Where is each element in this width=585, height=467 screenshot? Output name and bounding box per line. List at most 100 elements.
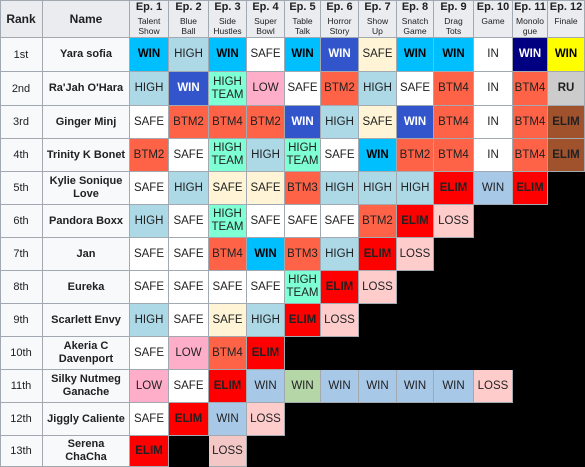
rank-cell: 8th xyxy=(0,271,43,304)
empty-result-cell xyxy=(513,205,548,238)
contestant-name: Ra'Jah O'Hara xyxy=(43,72,130,106)
episode-number: Ep. 7 xyxy=(364,1,391,13)
episode-header: Ep. 11 Monolo gue xyxy=(513,0,548,38)
result-cell: SAFE xyxy=(321,139,359,172)
result-cell: SAFE xyxy=(285,72,321,106)
result-cell: SAFE xyxy=(130,403,169,436)
empty-result-cell xyxy=(397,271,434,304)
episode-header: Ep. 7 Show Up xyxy=(359,0,397,38)
episode-title: Game xyxy=(481,16,505,26)
result-cell: LOSS xyxy=(247,403,285,436)
result-cell: SAFE xyxy=(169,304,209,337)
result-cell: WIN xyxy=(513,38,548,72)
episode-number: Ep. 6 xyxy=(326,1,353,13)
result-cell: WIN xyxy=(548,38,585,72)
result-cell: WIN xyxy=(397,38,434,72)
result-cell: WIN xyxy=(130,38,169,72)
result-cell: WIN xyxy=(359,370,397,403)
empty-result-cell xyxy=(513,271,548,304)
result-cell: BTM4 xyxy=(434,139,474,172)
result-cell: HIGH xyxy=(130,304,169,337)
empty-result-cell xyxy=(397,436,434,467)
result-cell: SAFE xyxy=(247,172,285,205)
result-cell: SAFE xyxy=(130,271,169,304)
rank-cell: 9th xyxy=(0,304,43,337)
episode-title: Side Hustles xyxy=(213,16,242,36)
result-cell: WIN xyxy=(397,106,434,139)
result-cell: ELIM xyxy=(209,370,247,403)
result-cell: BTM4 xyxy=(209,337,247,370)
result-cell: WIN xyxy=(169,72,209,106)
contestant-name: Trinity K Bonet xyxy=(43,139,130,172)
empty-result-cell xyxy=(397,304,434,337)
result-cell: ELIM xyxy=(548,139,585,172)
episode-number: Ep. 2 xyxy=(175,1,202,13)
result-cell: LOSS xyxy=(359,271,397,304)
rank-cell: 2nd xyxy=(0,72,43,106)
empty-result-cell xyxy=(434,238,474,271)
result-cell: BTM4 xyxy=(209,238,247,271)
result-cell: WIN xyxy=(285,38,321,72)
result-cell: BTM2 xyxy=(359,205,397,238)
result-cell: HIGH xyxy=(359,72,397,106)
result-cell: HIGH TEAM xyxy=(209,139,247,172)
result-cell: WIN xyxy=(247,238,285,271)
result-cell: ELIM xyxy=(359,238,397,271)
empty-result-cell xyxy=(474,304,513,337)
rank-cell: 13th xyxy=(0,436,43,467)
result-cell: WIN xyxy=(321,370,359,403)
empty-result-cell xyxy=(548,403,585,436)
result-cell: SAFE xyxy=(130,337,169,370)
result-cell: HIGH xyxy=(247,304,285,337)
empty-result-cell xyxy=(169,436,209,467)
result-cell: HIGH xyxy=(321,238,359,271)
empty-result-cell xyxy=(513,304,548,337)
result-cell: BTM2 xyxy=(397,139,434,172)
episode-title: Blue Ball xyxy=(179,16,197,36)
episode-header: Ep. 3 Side Hustles xyxy=(209,0,247,38)
episode-header: Ep. 5 Table Talk xyxy=(285,0,321,38)
result-cell: SAFE xyxy=(169,271,209,304)
result-cell: BTM4 xyxy=(209,106,247,139)
result-cell: LOSS xyxy=(209,436,247,467)
result-cell: SAFE xyxy=(130,238,169,271)
result-cell: LOSS xyxy=(474,370,513,403)
empty-result-cell xyxy=(434,337,474,370)
result-cell: ELIM xyxy=(130,436,169,467)
episode-title: Monolo gue xyxy=(516,16,544,36)
episode-number: Ep. 8 xyxy=(401,1,429,13)
result-cell: SAFE xyxy=(209,304,247,337)
result-cell: HIGH xyxy=(321,172,359,205)
empty-result-cell xyxy=(285,436,321,467)
contestant-name: Jan xyxy=(43,238,130,271)
result-cell: LOSS xyxy=(434,205,474,238)
result-cell: SAFE xyxy=(130,106,169,139)
result-cell: IN xyxy=(474,139,513,172)
empty-result-cell xyxy=(548,370,585,403)
result-cell: HIGH TEAM xyxy=(209,205,247,238)
empty-result-cell xyxy=(359,304,397,337)
empty-result-cell xyxy=(474,238,513,271)
result-cell: BTM2 xyxy=(247,106,285,139)
result-cell: SAFE xyxy=(247,38,285,72)
result-cell: WIN xyxy=(474,172,513,205)
episode-header: Ep. 12 Finale xyxy=(548,0,585,38)
name-header: Name xyxy=(43,0,130,38)
rank-cell: 5th xyxy=(0,172,43,205)
result-cell: BTM2 xyxy=(130,139,169,172)
episode-number: Ep. 11 xyxy=(514,1,546,13)
episode-number: Ep. 9 xyxy=(440,1,467,13)
episode-title: Drag Tots xyxy=(444,16,463,36)
empty-result-cell xyxy=(548,304,585,337)
contestant-name: Eureka xyxy=(43,271,130,304)
episode-header: Ep. 10 Game xyxy=(474,0,513,38)
episode-header: Ep. 1 Talent Show xyxy=(130,0,169,38)
empty-result-cell xyxy=(434,403,474,436)
rank-cell: 3rd xyxy=(0,106,43,139)
result-cell: HIGH xyxy=(321,106,359,139)
result-cell: SAFE xyxy=(169,139,209,172)
contestant-name: Pandora Boxx xyxy=(43,205,130,238)
episode-title: Show Up xyxy=(366,16,389,36)
rank-cell: 10th xyxy=(0,337,43,370)
empty-result-cell xyxy=(397,337,434,370)
